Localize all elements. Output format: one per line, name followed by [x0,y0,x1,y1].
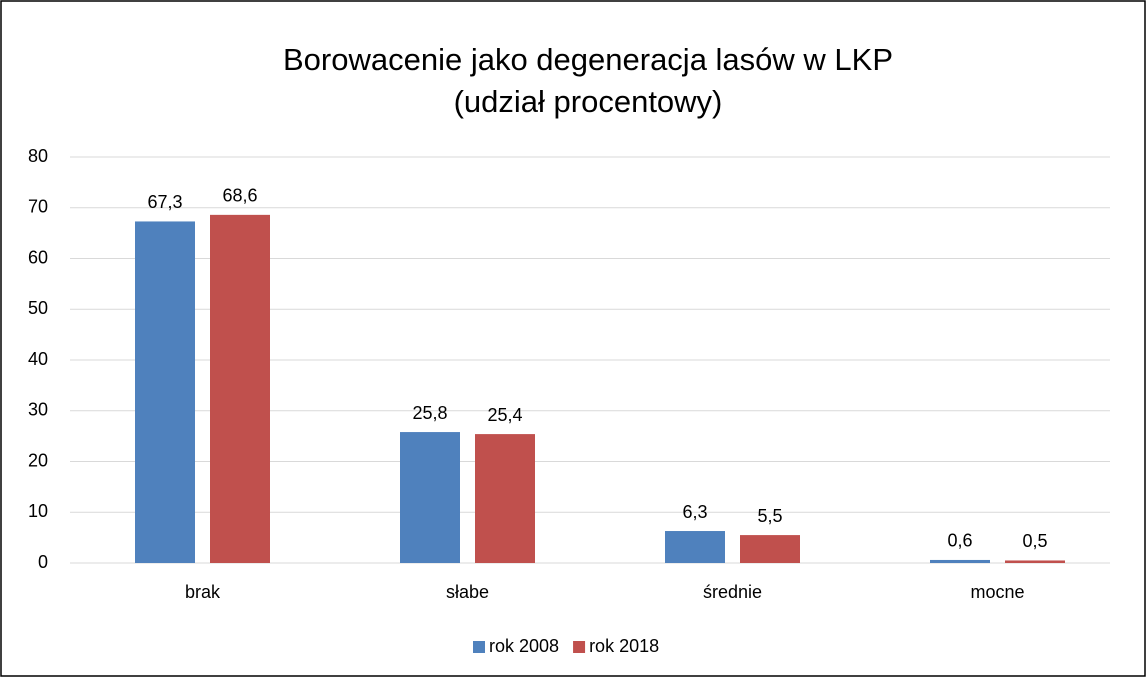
y-tick-label: 10 [28,501,48,521]
bar [740,535,800,563]
y-tick-label: 0 [38,552,48,572]
y-tick-label: 60 [28,247,48,267]
bar [210,214,270,564]
y-tick-label: 80 [28,146,48,166]
data-label: 67,3 [147,192,182,212]
y-tick-label: 20 [28,450,48,470]
data-label: 0,5 [1022,531,1047,551]
y-tick-label: 30 [28,400,48,420]
y-tick-label: 40 [28,349,48,369]
chart-subtitle: (udział procentowy) [454,84,723,119]
legend-swatch [473,641,485,653]
bar [1005,560,1065,563]
data-label: 25,4 [487,405,522,425]
data-label: 5,5 [757,506,782,526]
legend-swatch [573,641,586,653]
data-label: 68,6 [222,186,257,206]
x-tick-label: mocne [970,582,1024,602]
x-tick-label: brak [185,582,221,602]
y-tick-label: 70 [28,197,48,217]
bar [930,559,990,563]
data-label: 25,8 [412,403,447,423]
bar [475,434,535,563]
data-label: 6,3 [682,502,707,522]
bar [400,432,460,563]
y-tick-label: 50 [28,298,48,318]
x-tick-label: średnie [703,582,762,602]
bar [665,531,725,563]
legend-label: rok 2018 [589,636,659,656]
bar [135,221,195,563]
data-label: 0,6 [947,531,972,551]
x-tick-label: słabe [446,582,489,602]
chart-title: Borowacenie jako degeneracja lasów w LKP [283,42,893,77]
legend-label: rok 2008 [489,636,559,656]
